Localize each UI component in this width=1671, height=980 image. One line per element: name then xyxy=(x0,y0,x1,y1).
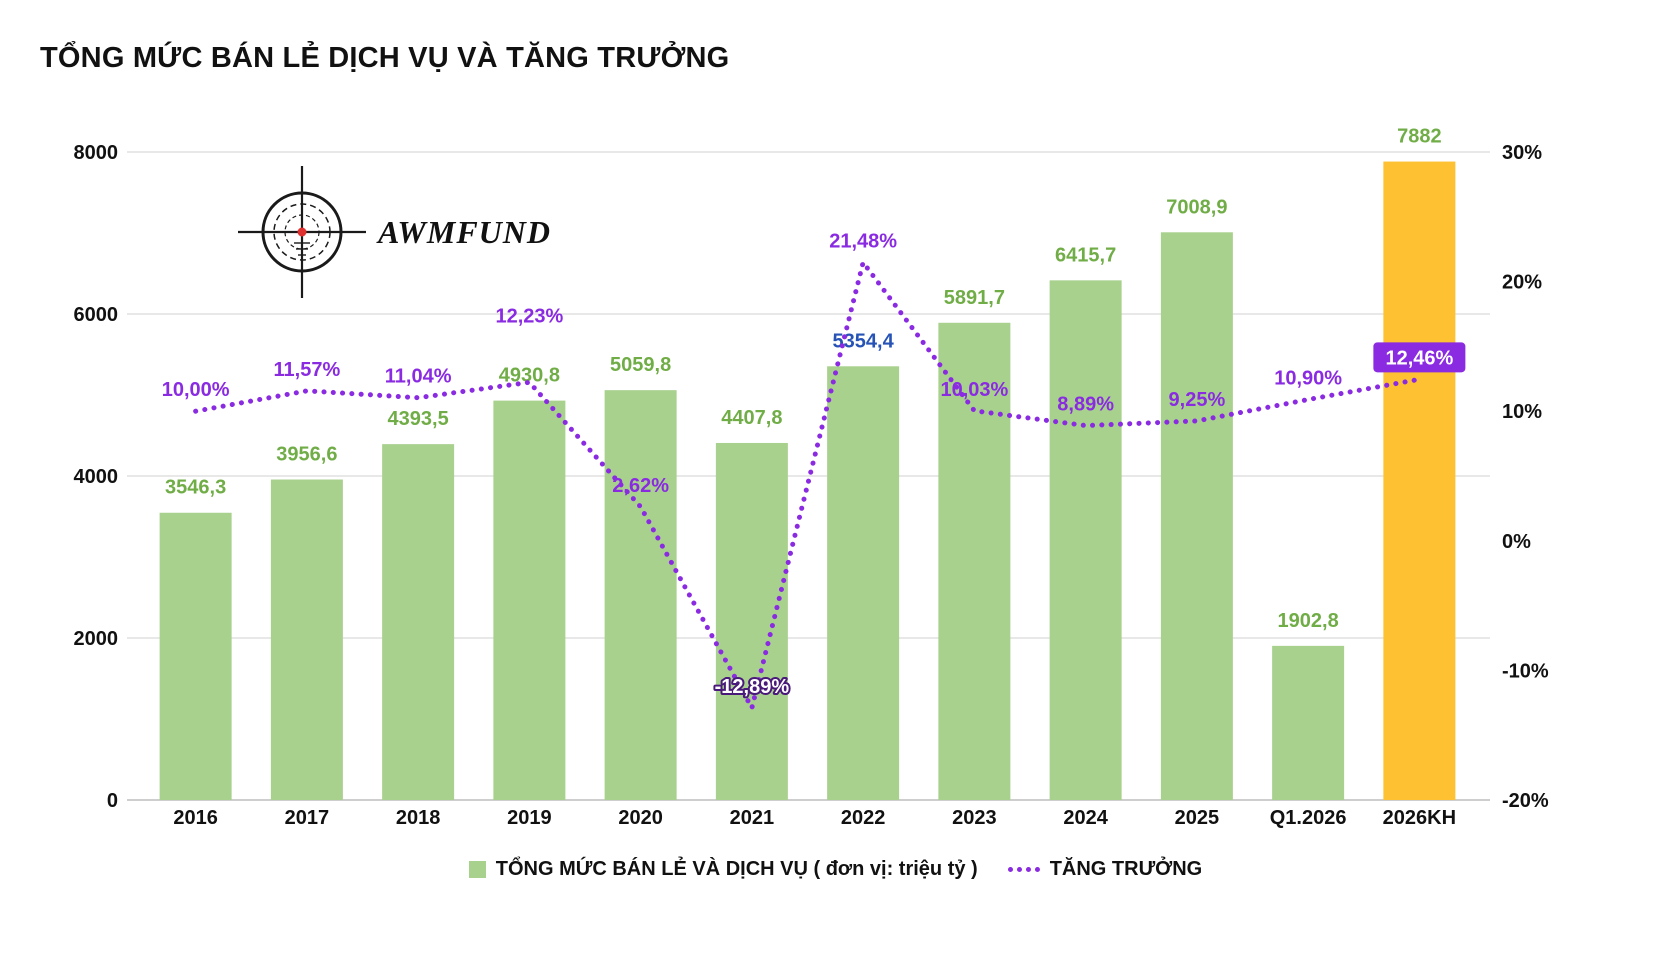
category-label-2022: 2022 xyxy=(841,807,886,829)
brand-name: AWMFUND xyxy=(378,213,551,250)
growth-line xyxy=(193,259,1422,711)
bar-value-label: 4393,5 xyxy=(388,408,449,430)
category-label-2023: 2023 xyxy=(952,807,997,829)
right-axis-tick-label: 30% xyxy=(1502,142,1542,164)
bar-2021 xyxy=(715,442,788,800)
growth-value-label: 10,03% xyxy=(940,379,1008,401)
bar-value-label: 4930,8 xyxy=(499,365,560,387)
bar-value-label: 3956,6 xyxy=(276,444,337,466)
category-label-2025: 2025 xyxy=(1175,807,1220,829)
category-label-Q1.2026: Q1.2026 xyxy=(1270,807,1347,829)
bar-value-label: 5354,4 xyxy=(833,330,895,352)
bar-value-label: 1902,8 xyxy=(1278,610,1339,632)
category-label-2019: 2019 xyxy=(507,807,552,829)
bar-value-label: 3546,3 xyxy=(165,477,226,499)
category-label-2016: 2016 xyxy=(173,807,218,829)
category-label-2017: 2017 xyxy=(285,807,330,829)
right-axis-tick-label: -20% xyxy=(1502,790,1549,812)
legend-item-bars: TỔNG MỨC BÁN LẺ VÀ DỊCH VỤ ( đơn vị: tri… xyxy=(468,858,978,881)
page-title: TỔNG MỨC BÁN LẺ DỊCH VỤ VÀ TĂNG TRƯỞNG xyxy=(40,42,730,74)
left-axis-tick-label: 4000 xyxy=(74,466,119,488)
bar-2017 xyxy=(270,479,343,800)
bar-2024 xyxy=(1049,280,1122,800)
right-axis-tick-label: -10% xyxy=(1502,660,1549,682)
bar-value-label: 5891,7 xyxy=(944,287,1005,309)
right-axis-tick-label: 10% xyxy=(1502,401,1542,423)
left-axis-tick-label: 6000 xyxy=(74,304,119,326)
bar-2022 xyxy=(827,366,900,800)
growth-value-label: 2,62% xyxy=(612,475,669,497)
growth-value-label: 11,57% xyxy=(274,359,341,381)
legend-bars-label: TỔNG MỨC BÁN LẺ VÀ DỊCH VỤ ( đơn vị: tri… xyxy=(495,858,978,880)
bar-2018 xyxy=(382,444,455,800)
bar-2023 xyxy=(938,322,1011,800)
left-axis-tick-label: 8000 xyxy=(74,142,119,164)
bar-2025 xyxy=(1160,232,1233,800)
bar-Q1.2026 xyxy=(1272,645,1345,800)
bar-value-label: 7008,9 xyxy=(1166,196,1227,218)
brand-logo: AWMFUND xyxy=(236,164,551,300)
bar-value-label: 4407,8 xyxy=(721,407,782,429)
category-label-2026KH: 2026KH xyxy=(1383,807,1456,829)
growth-value-label: 10,90% xyxy=(1274,368,1342,390)
bar-value-label: 6415,7 xyxy=(1055,244,1116,266)
bar-2020 xyxy=(604,390,677,800)
growth-label-pill xyxy=(1373,342,1466,373)
growth-value-label: 10,00% xyxy=(162,379,230,401)
growth-value-label: -12,89% xyxy=(715,676,790,698)
left-axis-tick-label: 2000 xyxy=(74,628,119,650)
bar-value-label: 5059,8 xyxy=(610,354,671,376)
bar-series-swatch-icon xyxy=(468,861,486,878)
category-label-2018: 2018 xyxy=(396,807,441,829)
category-label-2021: 2021 xyxy=(730,807,775,829)
bar-2019 xyxy=(493,400,566,800)
bar-value-label: 7882 xyxy=(1397,126,1442,148)
growth-value-label: 12,46% xyxy=(1385,347,1453,369)
bar-2016 xyxy=(159,512,232,800)
bar-2026KH xyxy=(1383,161,1456,801)
line-series-swatch-icon xyxy=(1007,867,1040,872)
right-axis-tick-label: 0% xyxy=(1502,531,1531,553)
legend-item-line: TĂNG TRƯỞNG xyxy=(1007,858,1203,881)
legend-line-label: TĂNG TRƯỞNG xyxy=(1049,858,1203,880)
growth-value-label: 9,25% xyxy=(1169,389,1226,411)
growth-value-label: 8,89% xyxy=(1057,394,1114,416)
crosshair-logo-icon xyxy=(238,166,366,298)
growth-value-label: 12,23% xyxy=(495,305,563,327)
growth-value-label: 21,48% xyxy=(829,230,897,252)
left-axis-tick-label: 0 xyxy=(107,790,118,812)
growth-value-label: 11,04% xyxy=(385,366,452,388)
chart-legend: TỔNG MỨC BÁN LẺ VÀ DỊCH VỤ ( đơn vị: tri… xyxy=(0,858,1671,881)
right-axis-tick-label: 20% xyxy=(1502,272,1542,294)
category-label-2024: 2024 xyxy=(1063,807,1108,829)
category-label-2020: 2020 xyxy=(618,807,663,829)
